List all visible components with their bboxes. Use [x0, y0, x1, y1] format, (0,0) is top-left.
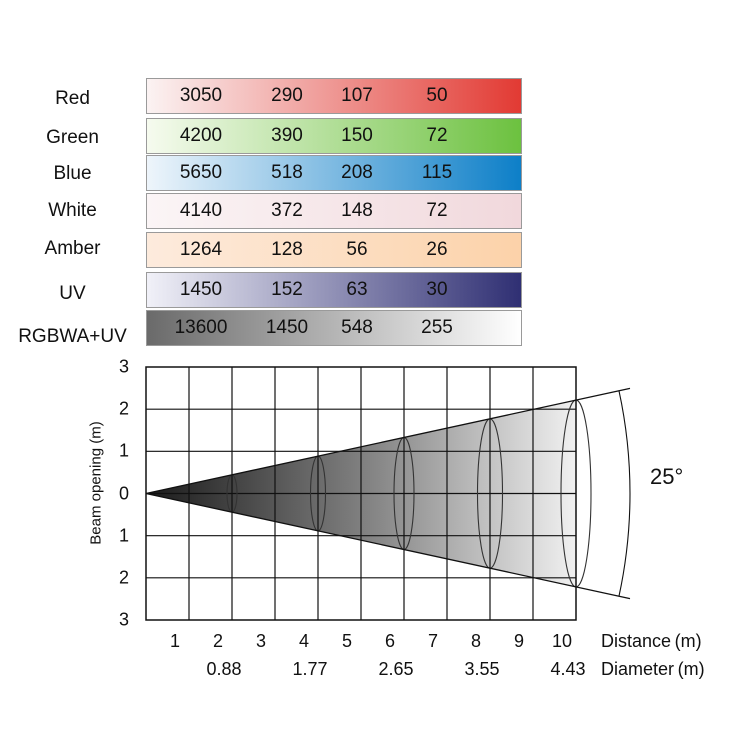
- beam-edge-upper: [145, 387, 631, 495]
- row-label: Amber: [44, 238, 101, 259]
- distance-tick-label: 3: [255, 631, 267, 651]
- row-label: UV: [59, 283, 86, 304]
- y-tick-label: 3: [118, 609, 130, 630]
- y-tick-label: 2: [118, 567, 130, 588]
- distance-tick-label: 4: [298, 631, 310, 651]
- y-tick-label: 3: [118, 356, 130, 377]
- intensity-value: 128: [271, 239, 303, 260]
- distance-tick-label: 8: [470, 631, 482, 651]
- intensity-value: 115: [421, 162, 453, 183]
- intensity-value: 390: [271, 125, 303, 146]
- intensity-value: 290: [271, 85, 303, 106]
- intensity-value: 3050: [179, 85, 223, 106]
- intensity-bar: 13600 1450 548 255: [146, 310, 522, 346]
- distance-tick-label: 2: [212, 631, 224, 651]
- intensity-value: 148: [341, 200, 373, 221]
- intensity-value: 208: [341, 162, 373, 183]
- intensity-value: 4200: [179, 125, 223, 146]
- intensity-value: 1450: [179, 279, 223, 300]
- distance-axis-label: Distance (m): [601, 631, 702, 651]
- row-label: White: [48, 200, 97, 221]
- intensity-value: 1450: [265, 317, 309, 338]
- diagram-grid: [145, 366, 577, 621]
- distance-tick-label: 1: [169, 631, 181, 651]
- intensity-value: 72: [426, 200, 448, 221]
- intensity-value: 50: [426, 85, 448, 106]
- intensity-value: 518: [271, 162, 303, 183]
- distance-tick-label: 9: [513, 631, 525, 651]
- angle-label: 25°: [650, 464, 684, 489]
- distance-tick-label: 5: [341, 631, 353, 651]
- distance-tick-label: 10: [551, 631, 573, 651]
- intensity-bar: 3050 290 107 50: [146, 78, 522, 114]
- diameter-value: 1.77: [292, 659, 328, 679]
- beam-edges: [145, 387, 631, 600]
- intensity-value: 72: [426, 125, 448, 146]
- diameter-value: 0.88: [206, 659, 242, 679]
- intensity-value: 30: [426, 279, 448, 300]
- y-tick-label: 1: [118, 525, 130, 546]
- intensity-value: 372: [271, 200, 303, 221]
- intensity-value: 548: [341, 317, 373, 338]
- intensity-bar: 1450 152 63 30: [146, 272, 522, 308]
- row-label: Green: [46, 127, 99, 148]
- intensity-value: 63: [346, 279, 368, 300]
- distance-tick-label: 7: [427, 631, 439, 651]
- diameter-value: 2.65: [378, 659, 414, 679]
- beam-edge-lower: [145, 492, 631, 600]
- intensity-bar: 4200 390 150 72: [146, 118, 522, 154]
- y-axis-label: Beam opening (m): [87, 421, 105, 545]
- row-label: RGBWA+UV: [18, 326, 127, 347]
- row-label: Red: [55, 88, 90, 109]
- intensity-value: 4140: [179, 200, 223, 221]
- row-label: Blue: [53, 163, 92, 184]
- angle-arc: [618, 390, 631, 597]
- distance-tick-label: 6: [384, 631, 396, 651]
- diameter-value: 4.43: [550, 659, 586, 679]
- intensity-value: 1264: [179, 239, 223, 260]
- intensity-value: 107: [341, 85, 373, 106]
- intensity-value: 150: [341, 125, 373, 146]
- y-tick-label: 1: [118, 440, 130, 461]
- diameter-axis-label: Diameter (m): [601, 659, 705, 679]
- intensity-bar: 5650 518 208 115: [146, 155, 522, 191]
- intensity-value: 5650: [179, 162, 223, 183]
- intensity-value: 13600: [174, 317, 228, 338]
- intensity-value: 152: [271, 279, 303, 300]
- y-tick-label: 0: [118, 483, 130, 503]
- diameter-value: 3.55: [464, 659, 500, 679]
- intensity-value: 26: [426, 239, 448, 260]
- intensity-bar: 1264 128 56 26: [146, 232, 522, 268]
- intensity-value: 255: [421, 317, 453, 338]
- intensity-value: 56: [346, 239, 368, 260]
- intensity-bar: 4140 372 148 72: [146, 193, 522, 229]
- y-tick-label: 2: [118, 398, 130, 419]
